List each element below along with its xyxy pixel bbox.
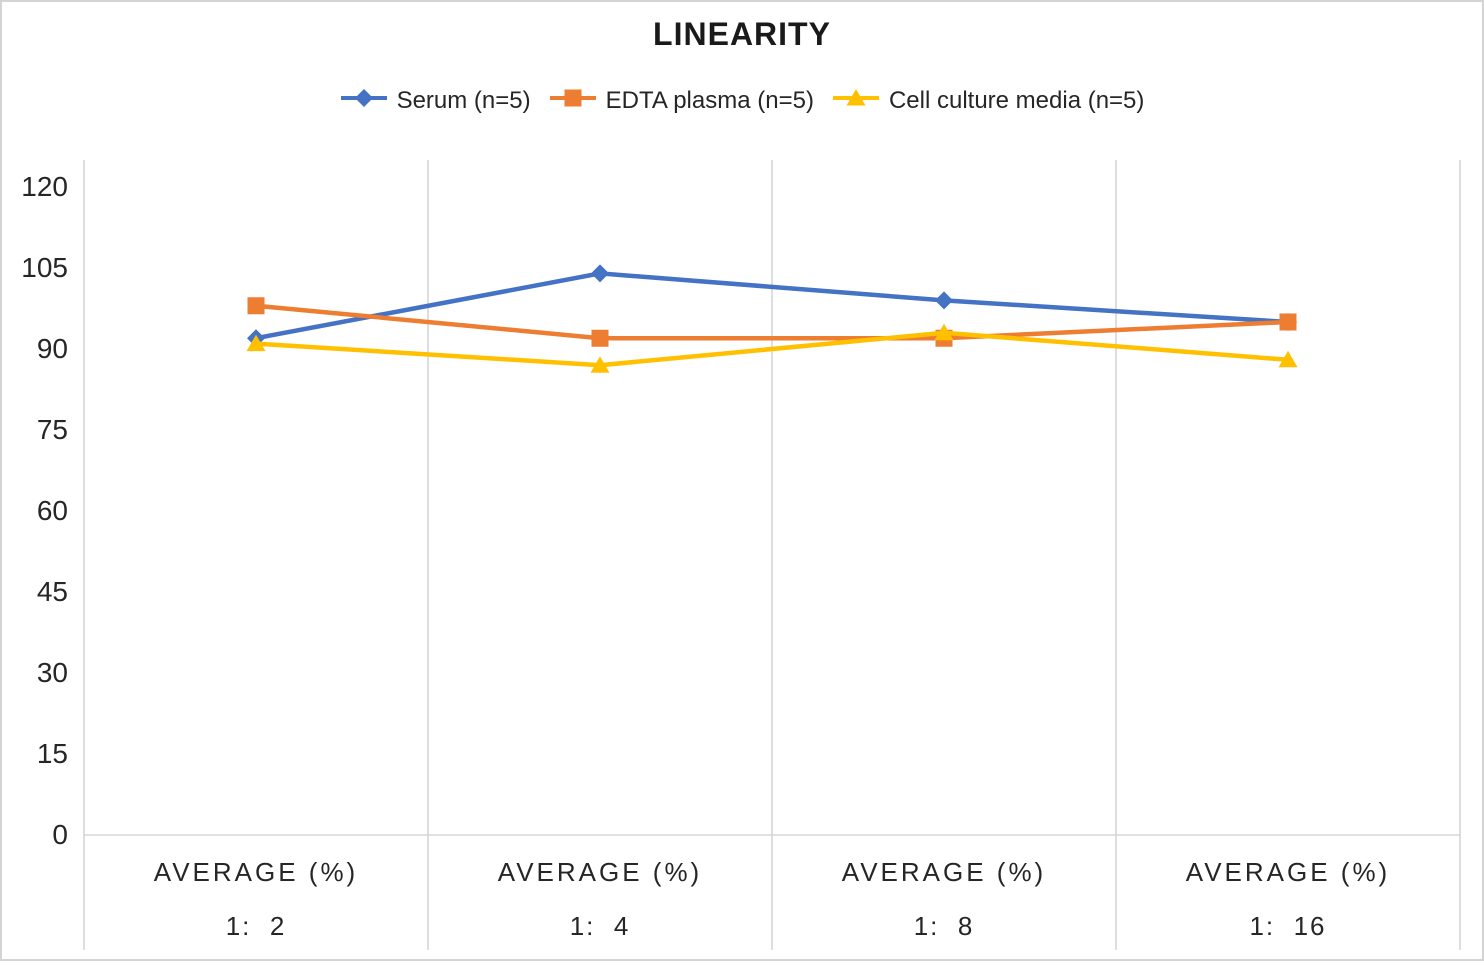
y-tick-label: 60 [36, 495, 68, 526]
x-axis-group-label: AVERAGE (%) [153, 857, 359, 887]
series-line-2 [255, 303, 1289, 341]
series-line-1 [255, 271, 1289, 341]
y-tick-label: 120 [21, 171, 68, 202]
series-marker-diamond [935, 291, 953, 310]
x-axis-dilution-label: 1: 4 [569, 911, 631, 941]
legend-label-edta-plasma: EDTA plasma (n=5) [605, 86, 814, 114]
legend-label-cell-culture-media: Cell culture media (n=5) [888, 86, 1145, 114]
y-tick-label: 15 [36, 738, 68, 769]
series-marker-square [591, 329, 609, 347]
x-axis-group-label: AVERAGE (%) [497, 857, 703, 887]
series-marker-triangle [246, 334, 266, 352]
x-axis-dilution-label: 1: 16 [1249, 911, 1327, 941]
x-axis-dilution-label: 1: 8 [913, 911, 975, 941]
y-tick-label: 0 [52, 819, 68, 850]
legend-item-cell-culture-media: Cell culture media (n=5) [832, 86, 1144, 115]
y-tick-label: 45 [36, 576, 68, 607]
y-tick-label: 75 [36, 414, 68, 445]
y-tick-label: 90 [36, 333, 68, 364]
legend-item-serum: Serum (n=5) [340, 86, 531, 115]
legend-item-edta-plasma: EDTA plasma (n=5) [549, 86, 814, 115]
series-marker-square [1279, 313, 1297, 331]
series-marker-triangle [590, 356, 610, 373]
series-marker-diamond [591, 264, 609, 283]
legend: Serum (n=5) EDTA plasma (n=5) Cell cultu… [2, 86, 1482, 115]
edta-plasma-line-marker-icon [549, 86, 597, 115]
legend-label-serum: Serum (n=5) [396, 86, 531, 114]
series-line-3 [255, 330, 1289, 368]
cell-culture-media-line-marker-icon [832, 86, 880, 115]
serum-line-marker-icon [340, 86, 388, 115]
y-tick-label: 30 [36, 657, 68, 688]
x-axis-group-label: AVERAGE (%) [1185, 857, 1391, 887]
series-marker-square [247, 297, 265, 315]
series-marker-triangle [934, 323, 954, 341]
x-axis-group-label: AVERAGE (%) [841, 857, 1047, 887]
series-marker-triangle [1278, 350, 1298, 368]
chart-title: LINEARITY [653, 16, 831, 52]
x-axis-dilution-label: 1: 2 [225, 911, 287, 941]
y-tick-label: 105 [21, 252, 68, 283]
